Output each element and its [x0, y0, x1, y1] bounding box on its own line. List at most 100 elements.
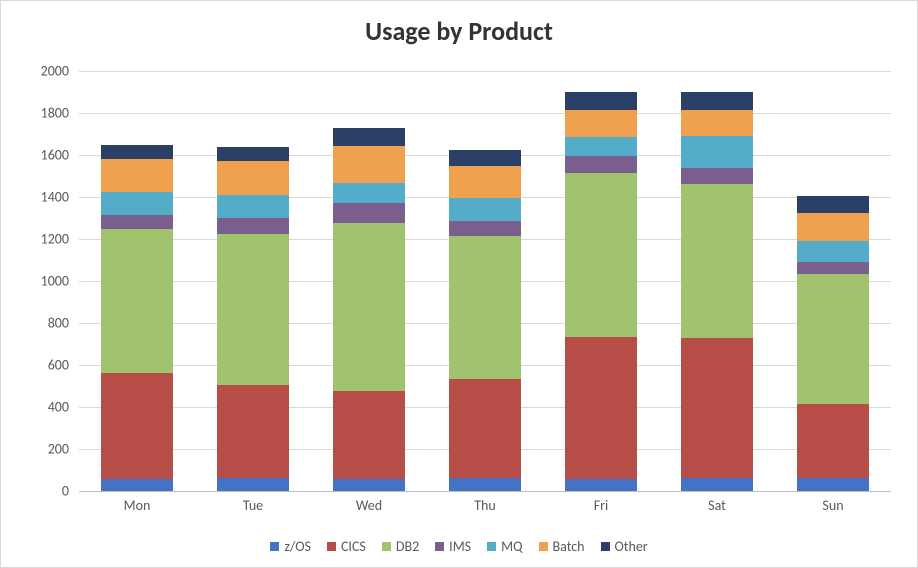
bar-segment: [449, 236, 521, 379]
x-tick-label: Mon: [124, 497, 151, 514]
bar-segment: [681, 184, 753, 337]
legend-label: CICS: [341, 538, 366, 555]
y-tick-label: 1800: [9, 105, 69, 122]
bar-segment: [681, 136, 753, 168]
bar-segment: [333, 146, 405, 184]
legend-swatch: [539, 542, 548, 551]
legend-swatch: [382, 542, 391, 551]
y-tick-label: 1200: [9, 231, 69, 248]
bar-segment: [217, 161, 289, 195]
y-tick-label: 0: [9, 483, 69, 500]
legend-label: Other: [615, 538, 648, 555]
legend-label: IMS: [449, 538, 471, 555]
legend-item: MQ: [487, 538, 522, 555]
bar-group: [449, 71, 521, 491]
bar-group: [797, 71, 869, 491]
bar-group: [217, 71, 289, 491]
bar-segment: [681, 110, 753, 136]
bar-segment: [101, 159, 173, 192]
bar-segment: [333, 203, 405, 223]
x-tick-label: Sun: [822, 497, 843, 514]
x-tick-label: Thu: [474, 497, 496, 514]
bar-segment: [449, 379, 521, 479]
legend-label: z/OS: [284, 538, 311, 555]
legend-item: IMS: [435, 538, 471, 555]
bar-segment: [797, 478, 869, 491]
x-tick-label: Sat: [708, 497, 726, 514]
legend-swatch: [487, 542, 496, 551]
legend-item: Other: [601, 538, 648, 555]
legend-label: MQ: [501, 538, 522, 555]
bar-segment: [101, 192, 173, 215]
bar-segment: [333, 183, 405, 203]
bar-segment: [217, 195, 289, 218]
y-tick-label: 1600: [9, 147, 69, 164]
x-axis-line: [79, 491, 891, 492]
bar-segment: [449, 198, 521, 221]
bar-segment: [565, 137, 637, 156]
bar-segment: [217, 385, 289, 478]
plot-area: [79, 71, 891, 491]
bar-group: [565, 71, 637, 491]
bar-segment: [217, 147, 289, 162]
legend-swatch: [435, 542, 444, 551]
bar-segment: [797, 196, 869, 213]
bar-segment: [333, 391, 405, 479]
bar-segment: [797, 262, 869, 274]
bar-segment: [449, 166, 521, 199]
y-tick-label: 400: [9, 399, 69, 416]
y-tick-label: 2000: [9, 63, 69, 80]
bar-segment: [333, 128, 405, 146]
bar-segment: [681, 338, 753, 479]
bar-segment: [333, 223, 405, 391]
legend-item: z/OS: [270, 538, 311, 555]
bar-segment: [449, 478, 521, 491]
y-tick-label: 200: [9, 441, 69, 458]
bar-segment: [565, 110, 637, 137]
bar-segment: [797, 241, 869, 262]
bar-segment: [217, 478, 289, 491]
y-tick-label: 1400: [9, 189, 69, 206]
bar-segment: [101, 229, 173, 374]
legend-item: CICS: [327, 538, 366, 555]
y-tick-label: 1000: [9, 273, 69, 290]
legend-item: Batch: [539, 538, 585, 555]
legend-swatch: [601, 542, 610, 551]
legend: z/OS CICS DB2 IMS MQ Batch Other: [1, 538, 917, 555]
bar-segment: [797, 404, 869, 479]
bar-segment: [333, 479, 405, 491]
bar-segment: [797, 274, 869, 404]
legend-swatch: [270, 542, 279, 551]
bar-segment: [101, 145, 173, 160]
bar-group: [681, 71, 753, 491]
x-tick-label: Tue: [243, 497, 263, 514]
bar-segment: [217, 218, 289, 234]
bar-segment: [681, 168, 753, 185]
y-tick-label: 800: [9, 315, 69, 332]
chart-container: Usage by Product z/OS CICS DB2 IMS MQ Batch Ot…: [0, 0, 918, 568]
bar-segment: [681, 478, 753, 491]
x-tick-label: Wed: [356, 497, 382, 514]
bar-segment: [449, 150, 521, 166]
legend-label: Batch: [553, 538, 585, 555]
legend-label: DB2: [396, 538, 419, 555]
legend-swatch: [327, 542, 336, 551]
bar-segment: [565, 173, 637, 337]
bar-segment: [565, 479, 637, 491]
bar-segment: [101, 479, 173, 491]
bar-segment: [797, 213, 869, 241]
bar-group: [333, 71, 405, 491]
y-tick-label: 600: [9, 357, 69, 374]
bar-segment: [217, 234, 289, 385]
bar-segment: [449, 221, 521, 236]
x-tick-label: Fri: [594, 497, 609, 514]
bar-segment: [681, 92, 753, 110]
bar-segment: [565, 156, 637, 173]
bar-segment: [101, 215, 173, 229]
bar-segment: [101, 373, 173, 479]
bar-segment: [565, 337, 637, 480]
bar-group: [101, 71, 173, 491]
bar-segment: [565, 92, 637, 110]
chart-title: Usage by Product: [1, 15, 917, 47]
legend-item: DB2: [382, 538, 419, 555]
